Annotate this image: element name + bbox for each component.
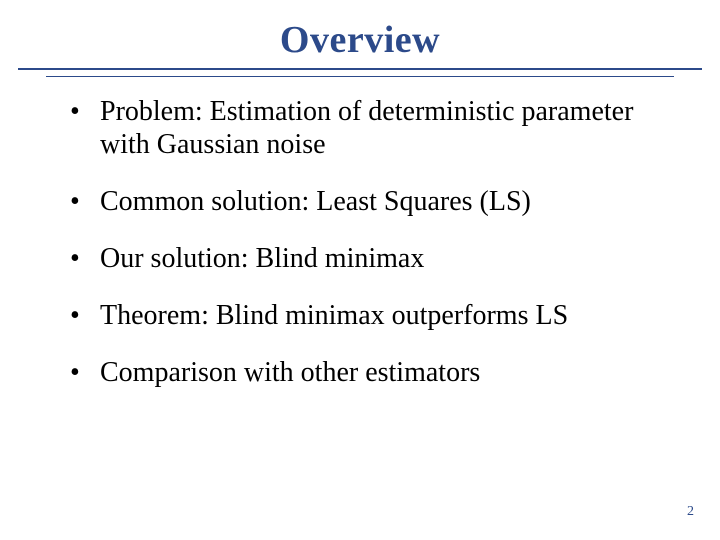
list-item: Theorem: Blind minimax outperforms LS (64, 299, 672, 332)
title-region: Overview (0, 0, 720, 77)
bullet-text: Theorem: Blind minimax outperforms LS (100, 300, 568, 331)
list-item: Comparison with other estimators (64, 356, 672, 389)
bullet-list: Problem: Estimation of deterministic par… (64, 95, 672, 389)
title-rule-inner (46, 76, 674, 77)
page-number: 2 (687, 504, 694, 520)
slide-title: Overview (0, 18, 720, 68)
slide: Overview Problem: Estimation of determin… (0, 0, 720, 540)
list-item: Common solution: Least Squares (LS) (64, 185, 672, 218)
list-item: Our solution: Blind minimax (64, 242, 672, 275)
content-region: Problem: Estimation of deterministic par… (64, 95, 672, 389)
title-rule-outer (18, 68, 702, 77)
list-item: Problem: Estimation of deterministic par… (64, 95, 672, 161)
bullet-text: Problem: Estimation of deterministic par… (100, 96, 633, 160)
bullet-text: Our solution: Blind minimax (100, 243, 424, 274)
bullet-text: Common solution: Least Squares (LS) (100, 186, 531, 217)
bullet-text: Comparison with other estimators (100, 357, 480, 388)
